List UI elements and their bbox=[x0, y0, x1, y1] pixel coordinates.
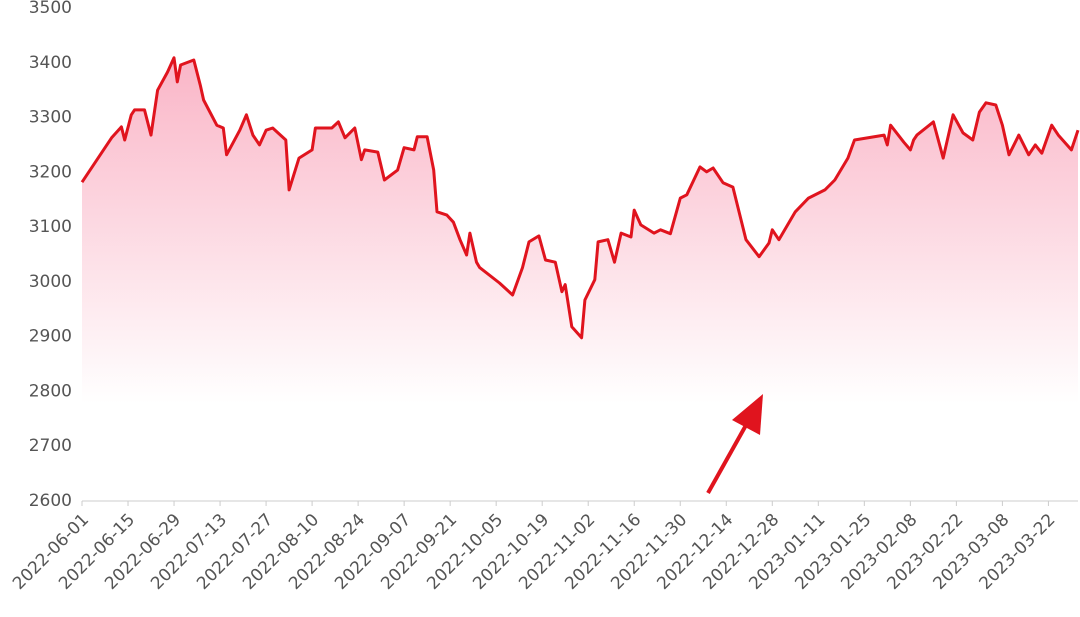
y-tick-label: 3500 bbox=[29, 0, 72, 18]
y-tick-label: 2700 bbox=[29, 436, 72, 456]
y-tick-label: 3400 bbox=[29, 53, 72, 73]
area bbox=[82, 57, 1078, 502]
y-tick-label: 2600 bbox=[29, 491, 72, 511]
y-tick-label: 2900 bbox=[29, 327, 72, 347]
y-tick-label: 2800 bbox=[29, 381, 72, 401]
annotation-arrow bbox=[706, 394, 763, 494]
y-tick-label: 3200 bbox=[29, 162, 72, 182]
y-tick-label: 3100 bbox=[29, 217, 72, 237]
y-tick-label: 3000 bbox=[29, 272, 72, 292]
y-tick-label: 3300 bbox=[29, 108, 72, 128]
arrow-head bbox=[732, 394, 763, 435]
arrow-shaft bbox=[706, 417, 752, 494]
line bbox=[80, 56, 1080, 340]
